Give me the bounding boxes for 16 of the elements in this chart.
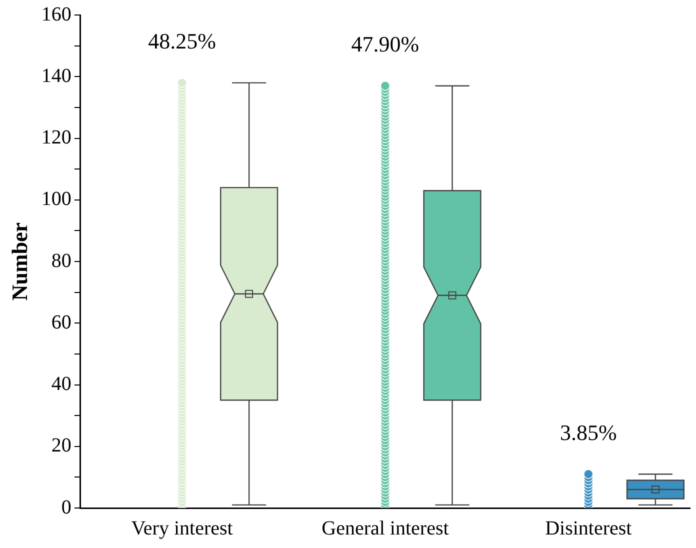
annotation: 47.90% xyxy=(351,32,420,57)
y-tick-label: 0 xyxy=(61,496,72,518)
y-tick-label: 60 xyxy=(51,311,72,334)
x-tick-label: Very interest xyxy=(131,517,234,540)
annotation: 3.85% xyxy=(560,420,617,445)
y-tick-label: 120 xyxy=(41,126,72,148)
y-tick-label: 80 xyxy=(51,250,72,272)
x-tick-label: Disinterest xyxy=(545,517,632,540)
y-axis-title: Number xyxy=(6,222,32,301)
annotation: 48.25% xyxy=(148,28,216,54)
x-tick-label: General interest xyxy=(322,517,450,540)
y-tick-label: 140 xyxy=(41,64,72,87)
y-tick-label: 40 xyxy=(51,373,72,395)
y-tick-label: 20 xyxy=(51,434,72,457)
y-tick-label: 160 xyxy=(41,3,72,26)
y-tick-label: 100 xyxy=(41,188,72,210)
